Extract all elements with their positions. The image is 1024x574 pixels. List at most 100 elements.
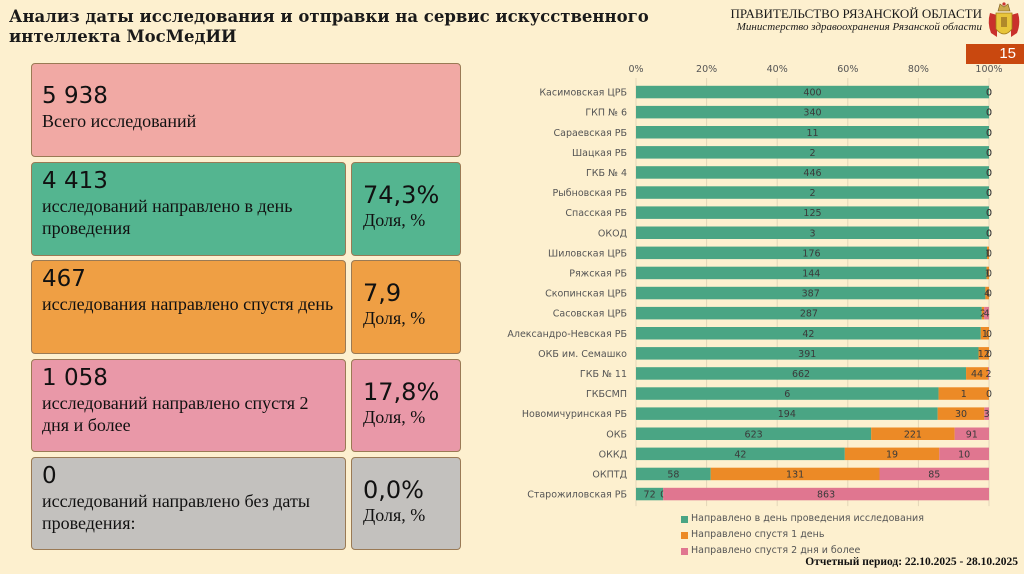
card-same-day: 4 413 исследований направлено в день про… [31, 162, 346, 256]
category-label: Шиловская ЦРБ [548, 248, 627, 259]
data-label: 0 [986, 389, 992, 400]
data-label: 0 [986, 168, 992, 179]
category-label: ОКБ им. Семашко [538, 349, 627, 360]
bar-segment [636, 467, 711, 481]
bar-segment [871, 427, 955, 440]
legend-label-same-day: Направлено в день проведения исследовани… [691, 513, 924, 524]
category-label: ОКБ [606, 429, 627, 440]
legend-item-same-day: Направлено в день проведения исследовани… [681, 511, 924, 527]
data-label: 623 [745, 429, 763, 440]
bar-segment [937, 407, 985, 420]
bar-segment [636, 347, 979, 360]
data-label: 0 [986, 88, 992, 99]
data-label: 0 [986, 208, 992, 219]
legend-item-two-plus: Направлено спустя 2 дня и более [681, 543, 924, 559]
data-label: 0 [986, 108, 992, 119]
bar-segment [636, 206, 989, 219]
bar-segment [986, 266, 989, 280]
data-label: 0 [986, 268, 992, 279]
bar-segment [844, 447, 940, 461]
bar-segment [980, 327, 989, 340]
data-label: 11 [806, 128, 818, 139]
data-label: 44 [971, 369, 983, 380]
bar-segment [663, 487, 989, 501]
category-label: ГКП № 6 [585, 108, 627, 119]
bar-segment [987, 246, 989, 260]
bar-segment [879, 467, 989, 481]
data-label: 0 [986, 188, 992, 199]
bar-segment [938, 387, 989, 400]
data-label: 3 [984, 409, 990, 420]
bar-segment [636, 367, 967, 380]
bar-segment [636, 105, 989, 119]
next-day-share: 7,9 [363, 279, 402, 307]
bar-segment [636, 186, 989, 199]
data-label: 131 [786, 469, 804, 480]
data-label: 863 [817, 490, 835, 501]
bar-segment [636, 487, 664, 501]
bar-segment [636, 266, 987, 280]
bar-segment [984, 407, 989, 420]
page-number: 15 [966, 44, 1024, 64]
data-label: 42 [802, 329, 814, 340]
data-label: 0 [986, 208, 992, 219]
x-tick-label: 20% [696, 64, 717, 75]
category-label: Скопинская ЦРБ [545, 289, 627, 300]
legend-label-next-day: Направлено спустя 1 день [691, 529, 825, 540]
category-label: ГКБ № 4 [586, 168, 627, 179]
chart-legend: Направлено в день проведения исследовани… [681, 511, 924, 559]
next-day-value: 467 [42, 266, 86, 292]
category-label: Александро-Невская РБ [507, 329, 627, 340]
data-label: 194 [778, 409, 796, 420]
x-tick-label: 40% [767, 64, 788, 75]
data-label: 0 [986, 349, 992, 360]
category-label: ОКОД [598, 228, 627, 239]
data-label: 1 [985, 248, 991, 259]
org-header: ПРАВИТЕЛЬСТВО РЯЗАНСКОЙ ОБЛАСТИ Министер… [731, 6, 983, 33]
bar-segment [636, 126, 989, 139]
bar-segment [988, 367, 989, 380]
two-plus-share: 17,8% [363, 378, 440, 406]
x-tick-label: 100% [975, 64, 1002, 75]
category-label: Шацкая РБ [572, 148, 627, 159]
data-label: 0 [986, 228, 992, 239]
data-label: 0 [986, 148, 992, 159]
no-date-value: 0 [42, 463, 57, 489]
coat-of-arms-icon [988, 2, 1020, 37]
category-label: ГКБ № 11 [580, 369, 627, 380]
data-label: 1 [982, 329, 988, 340]
bar-segment [636, 146, 989, 159]
two-plus-value: 1 058 [42, 365, 108, 391]
data-label: 12 [978, 349, 990, 360]
data-label: 0 [986, 108, 992, 119]
data-label: 0 [986, 329, 992, 340]
category-label: Рыбновская РБ [553, 188, 627, 199]
next-day-share-label: Доля, % [363, 308, 426, 328]
data-label: 1 [961, 389, 967, 400]
data-label: 0 [986, 289, 992, 300]
two-plus-label: исследований направлено спустя 2 дня и б… [42, 393, 309, 435]
category-label: ОКПТД [592, 469, 627, 480]
legend-swatch-same-day [681, 515, 688, 523]
total-value: 5 938 [42, 83, 108, 109]
data-label: 0 [986, 168, 992, 179]
bar-segment [636, 327, 981, 340]
data-label: 400 [803, 88, 821, 99]
bar-segment [981, 306, 985, 320]
data-label: 662 [792, 369, 810, 380]
bar-segment [636, 306, 982, 320]
two-plus-share-label: Доля, % [363, 407, 426, 427]
bar-segment [954, 427, 989, 440]
report-period: Отчетный период: 22.10.2025 - 28.10.2025 [805, 556, 1018, 568]
category-label: Сасовская ЦРБ [553, 309, 627, 320]
card-total: 5 938 Всего исследований [31, 63, 461, 157]
data-label: 2 [809, 188, 815, 199]
page-title: Анализ даты исследования и отправки на с… [9, 7, 649, 46]
data-label: 0 [986, 188, 992, 199]
card-two-plus: 1 058 исследований направлено спустя 2 д… [31, 359, 346, 452]
data-label: 0 [986, 248, 992, 259]
card-next-day: 467 исследования направлено спустя день [31, 260, 346, 354]
bar-segment [636, 387, 939, 400]
bar-segment [636, 85, 989, 99]
category-label: Касимовская ЦРБ [539, 88, 627, 99]
